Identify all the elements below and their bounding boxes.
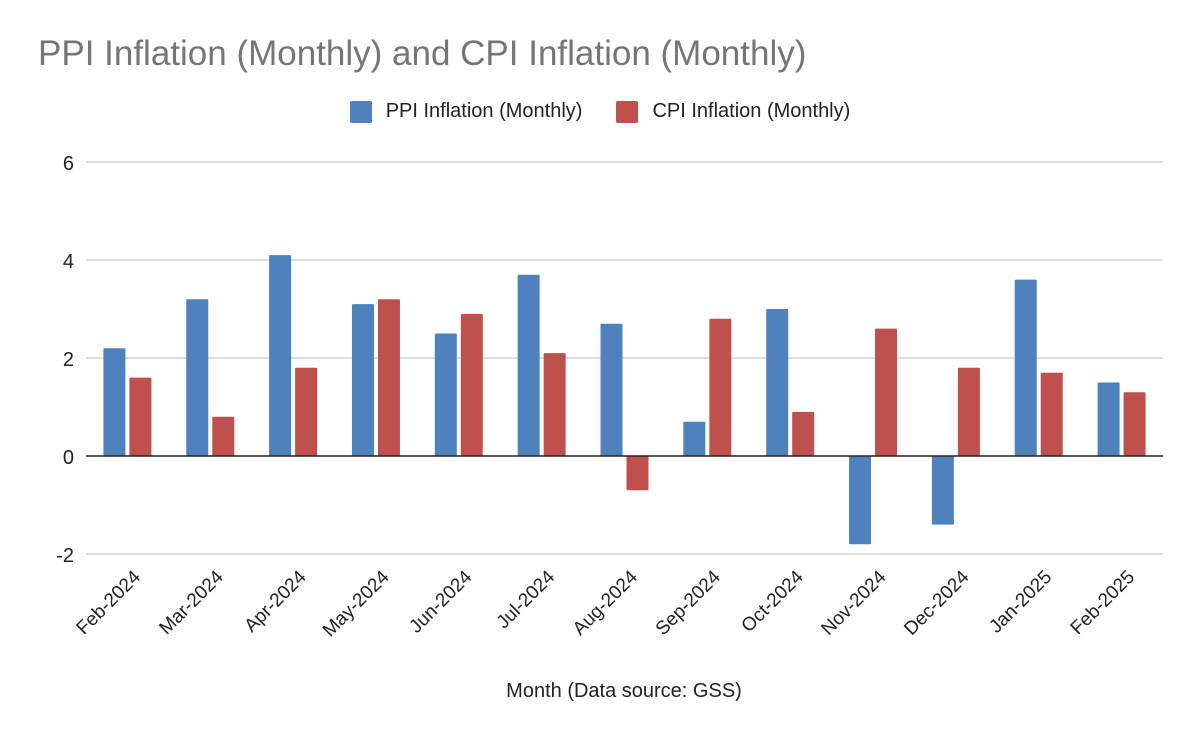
bar-ppi[interactable] — [351, 304, 374, 456]
legend-swatch-ppi — [349, 100, 372, 123]
x-tick-label: Sep-2024 — [652, 566, 725, 639]
legend-label-ppi: PPI Inflation (Monthly) — [385, 100, 583, 122]
bar-cpi[interactable] — [875, 328, 898, 456]
bar-cpi[interactable] — [129, 377, 152, 456]
bar-ppi[interactable] — [766, 309, 789, 456]
x-tick-label: Feb-2025 — [1067, 567, 1139, 639]
gridlines — [86, 161, 1163, 555]
y-tick-label: 6 — [63, 153, 74, 175]
legend: PPI Inflation (Monthly) CPI Inflation (M… — [0, 100, 1200, 123]
legend-swatch-cpi — [616, 100, 639, 123]
y-tick-label: -2 — [56, 545, 74, 567]
x-tick-label: Nov-2024 — [817, 566, 890, 639]
y-tick-label: 0 — [63, 447, 74, 469]
x-tick-label: Apr-2024 — [241, 566, 311, 636]
bar-cpi[interactable] — [377, 299, 400, 456]
x-tick-label: Oct-2024 — [738, 566, 808, 636]
x-tick-label: Feb-2024 — [73, 566, 146, 639]
bar-cpi[interactable] — [460, 313, 483, 456]
bar-ppi[interactable] — [600, 323, 623, 456]
chart-title: PPI Inflation (Monthly) and CPI Inflatio… — [38, 34, 807, 73]
bar-cpi[interactable] — [1123, 392, 1146, 456]
bar-ppi[interactable] — [517, 274, 540, 456]
x-tick-label: Jul-2024 — [493, 566, 560, 633]
bar-ppi[interactable] — [683, 421, 706, 456]
bar-cpi[interactable] — [709, 318, 732, 456]
bar-ppi[interactable] — [1014, 279, 1037, 456]
bar-ppi[interactable] — [434, 333, 457, 457]
x-tick-label: Jun-2024 — [405, 566, 476, 637]
y-tick-label: 2 — [63, 349, 74, 371]
x-tick-label: May-2024 — [319, 566, 394, 641]
x-tick-label: Jan-2025 — [985, 567, 1056, 638]
bar-ppi[interactable] — [103, 348, 126, 456]
bar-cpi[interactable] — [792, 411, 815, 456]
bar-cpi[interactable] — [295, 367, 318, 456]
legend-label-cpi: CPI Inflation (Monthly) — [652, 100, 851, 122]
bar-cpi[interactable] — [626, 456, 649, 491]
bar-cpi[interactable] — [957, 367, 980, 456]
x-tick-label: Aug-2024 — [569, 566, 642, 639]
legend-item-cpi[interactable]: CPI Inflation (Monthly) — [616, 100, 850, 123]
bar-cpi[interactable] — [1040, 372, 1063, 456]
bar-ppi[interactable] — [1097, 382, 1120, 457]
bar-cpi[interactable] — [212, 416, 235, 456]
x-tick-label: Mar-2024 — [155, 566, 228, 639]
bar-ppi[interactable] — [849, 456, 872, 545]
bars — [103, 255, 1146, 545]
x-axis-title: Month (Data source: GSS) — [506, 680, 742, 702]
bar-ppi[interactable] — [186, 299, 209, 456]
y-tick-label: 4 — [63, 251, 74, 273]
bar-ppi[interactable] — [269, 255, 292, 456]
bar-cpi[interactable] — [543, 353, 566, 456]
legend-item-ppi[interactable]: PPI Inflation (Monthly) — [349, 100, 583, 123]
x-tick-label: Dec-2024 — [900, 566, 973, 639]
bar-ppi[interactable] — [931, 456, 954, 525]
